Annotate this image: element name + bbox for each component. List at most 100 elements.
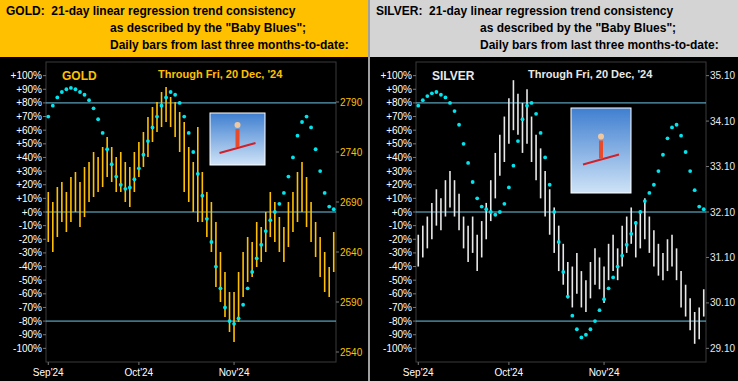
price-range-bar — [215, 222, 217, 287]
price-range-bar — [653, 230, 655, 266]
baby-blue-dot — [123, 187, 127, 191]
baby-blue-dot — [55, 96, 59, 100]
y-tick-label: +10% — [16, 193, 42, 204]
x-tick — [418, 362, 419, 365]
y-tick-label: +80% — [16, 97, 42, 108]
baby-blue-dot — [132, 177, 136, 181]
price-range-bar — [639, 212, 641, 248]
y-tick-label: +90% — [386, 84, 412, 95]
baby-blue-dot — [142, 153, 146, 157]
price-range-bar — [288, 202, 290, 247]
y-tick-label: -30% — [389, 247, 412, 258]
y-tick — [413, 239, 416, 240]
reference-line — [46, 102, 336, 103]
price-range-bar — [689, 298, 691, 330]
baby-blue-dot — [287, 175, 291, 179]
baby-blue-dot — [539, 131, 543, 135]
y-tick-label: +40% — [386, 152, 412, 163]
plot-frame — [46, 62, 336, 362]
price-range-bar — [328, 267, 330, 297]
baby-blue-dot — [611, 276, 615, 280]
baby-blue-dot — [296, 134, 300, 138]
baby-blue-dot — [318, 169, 322, 173]
title-line: SILVER: 21-day linear regression trend c… — [376, 4, 674, 18]
baby-blue-dot — [457, 123, 461, 127]
y2-tick-label: 29.10 — [710, 343, 735, 354]
price-range-bar — [70, 177, 72, 222]
y-tick — [43, 280, 46, 281]
baby-blue-dot — [60, 90, 64, 94]
price-range-bar — [102, 147, 104, 187]
price-range-bar — [630, 207, 632, 243]
baby-blue-dot — [493, 213, 497, 217]
y2-tick-label: 2640 — [340, 247, 363, 258]
x-tick-label: Sep'24 — [403, 367, 434, 378]
baby-blue-dot — [629, 232, 633, 236]
title-line: as described by the "Baby Blues"; — [480, 21, 676, 35]
price-range-bar — [517, 94, 519, 135]
y2-tick-label: 2540 — [340, 347, 363, 358]
header-background — [370, 0, 738, 57]
baby-blue-dot — [187, 131, 191, 135]
baby-blue-dot — [589, 327, 593, 331]
baby-blue-dot — [101, 131, 105, 135]
price-range-bar — [75, 172, 77, 212]
price-range-bar — [247, 237, 249, 282]
y-tick — [413, 280, 416, 281]
y-tick-label: -10% — [19, 220, 42, 231]
baby-blue-dot — [598, 308, 602, 312]
y-tick — [43, 307, 46, 308]
picture-body — [236, 129, 240, 147]
baby-blue-dot — [516, 139, 520, 143]
price-range-bar — [553, 207, 555, 252]
baby-blue-dot — [137, 166, 141, 170]
baby-blue-dot — [634, 221, 638, 225]
price-range-bar — [292, 192, 294, 232]
baby-blue-dot — [425, 94, 429, 98]
price-range-bar — [306, 177, 308, 227]
baby-blue-dot — [300, 120, 304, 124]
y-tick — [43, 239, 46, 240]
price-range-bar — [472, 217, 474, 253]
subtitle: Through Fri, 20 Dec, '24 — [528, 68, 653, 80]
baby-blue-dot — [282, 191, 286, 195]
y-tick — [413, 89, 416, 90]
baby-blue-dot — [169, 90, 173, 94]
price-range-bar — [224, 272, 226, 317]
baby-blue-dot — [684, 150, 688, 154]
y-tick-label: -100% — [383, 343, 412, 354]
baby-blue-dot — [593, 319, 597, 323]
price-range-bar — [147, 117, 149, 157]
price-range-bar — [599, 257, 601, 289]
baby-blue-dot — [83, 93, 87, 97]
baby-blue-dot — [512, 164, 516, 168]
baby-blue-dot — [638, 210, 642, 214]
panel: GOLD: 21-day linear regression trend con… — [0, 0, 368, 381]
price-range-bar — [88, 162, 90, 202]
y-tick — [43, 266, 46, 267]
price-range-bar — [676, 248, 678, 280]
price-range-bar — [490, 180, 492, 221]
price-range-bar — [211, 202, 213, 252]
panel: SILVER: 21-day linear regression trend c… — [370, 0, 738, 381]
y-tick-label: +20% — [16, 179, 42, 190]
baby-blue-dot — [625, 243, 629, 247]
price-range-bar — [694, 312, 696, 344]
baby-blue-dot — [209, 240, 213, 244]
y-tick — [43, 89, 46, 90]
baby-blue-dot — [666, 136, 670, 140]
y-tick-label: +30% — [386, 166, 412, 177]
baby-blue-dot — [584, 333, 588, 337]
y-tick — [413, 157, 416, 158]
y-tick — [43, 102, 46, 103]
baby-blue-dot — [566, 295, 570, 299]
price-range-bar — [319, 237, 321, 277]
baby-blue-dot — [200, 194, 204, 198]
y-tick-label: -20% — [389, 234, 412, 245]
baby-blue-dot — [228, 319, 232, 323]
price-range-bar — [522, 103, 524, 153]
baby-blue-dot — [182, 115, 186, 119]
price-range-bar — [535, 135, 537, 180]
price-range-bar — [138, 142, 140, 177]
baby-blue-dot — [268, 218, 272, 222]
